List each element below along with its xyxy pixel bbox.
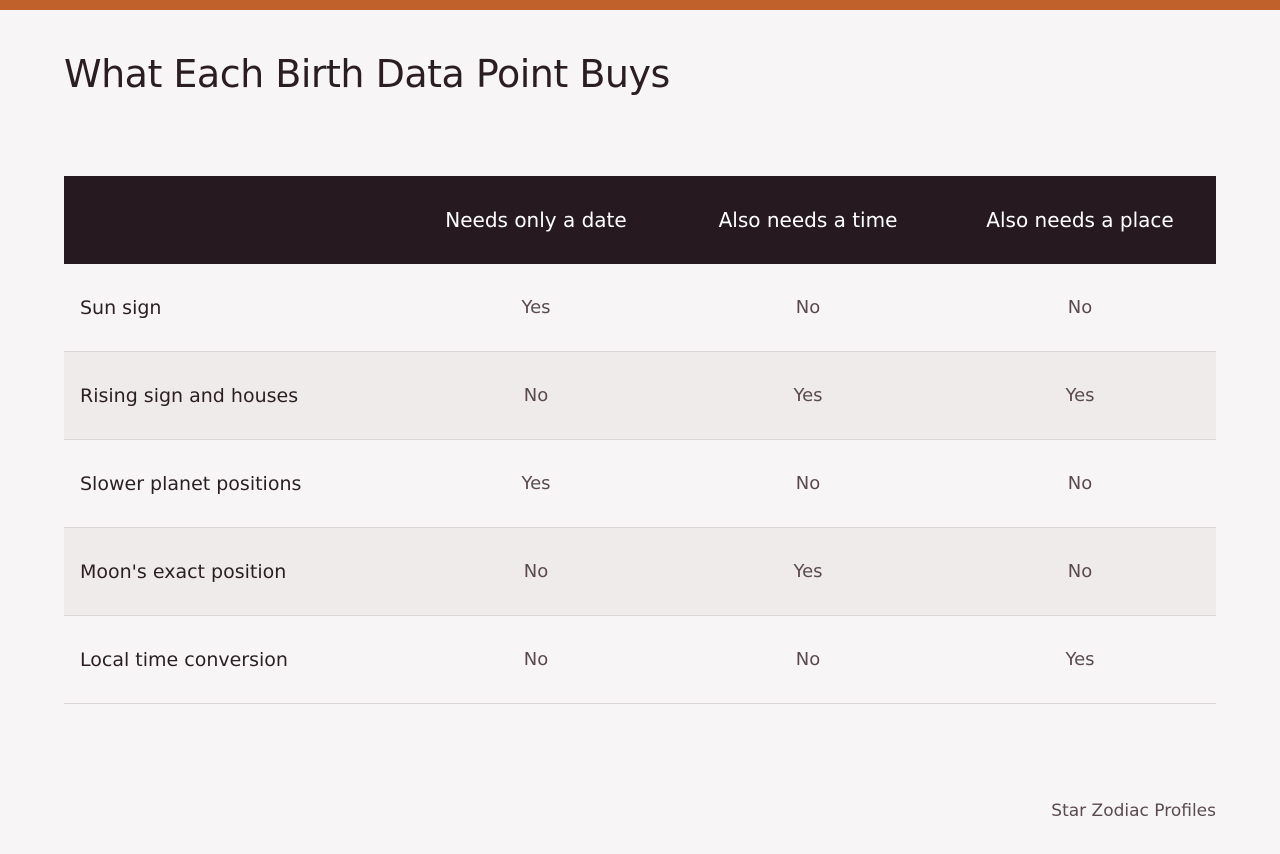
comparison-table: Needs only a date Also needs a time Also n… <box>64 176 1216 704</box>
cell: Yes <box>672 351 944 440</box>
cell: Yes <box>400 439 672 528</box>
cell: No <box>944 439 1216 528</box>
cell: No <box>400 351 672 440</box>
table-row: Moon's exact position No Yes No <box>64 527 1216 616</box>
title: What Each Birth Data Point Buys <box>64 52 670 96</box>
column-header: Also needs a time <box>672 176 944 264</box>
row-label: Moon's exact position <box>64 527 400 616</box>
cell: Yes <box>672 527 944 616</box>
cell: Yes <box>944 615 1216 704</box>
cell: No <box>944 527 1216 616</box>
table-row: Sun sign Yes No No <box>64 264 1216 352</box>
corner-cell <box>64 176 400 264</box>
header-row: Needs only a date Also needs a time Also n… <box>64 176 1216 264</box>
column-header: Needs only a date <box>400 176 672 264</box>
column-header: Also needs a place <box>944 176 1216 264</box>
table-row: Slower planet positions Yes No No <box>64 439 1216 528</box>
footer: Star Zodiac Profiles <box>1051 801 1216 821</box>
cell: No <box>672 615 944 704</box>
row-label: Sun sign <box>64 264 400 352</box>
cell: No <box>400 615 672 704</box>
row-label: Rising sign and houses <box>64 351 400 440</box>
row-label: Slower planet positions <box>64 439 400 528</box>
table-row: Local time conversion No No Yes <box>64 615 1216 704</box>
table-body: Sun sign Yes No No Rising sign and houses No Y… <box>64 264 1216 704</box>
cell: No <box>672 439 944 528</box>
cell: No <box>944 264 1216 352</box>
cell: No <box>672 264 944 352</box>
cell: Yes <box>400 264 672 352</box>
cell: No <box>400 527 672 616</box>
top-bar <box>0 0 1280 10</box>
row-label: Local time conversion <box>64 615 400 704</box>
table-row: Rising sign and houses No Yes Yes <box>64 351 1216 440</box>
cell: Yes <box>944 351 1216 440</box>
